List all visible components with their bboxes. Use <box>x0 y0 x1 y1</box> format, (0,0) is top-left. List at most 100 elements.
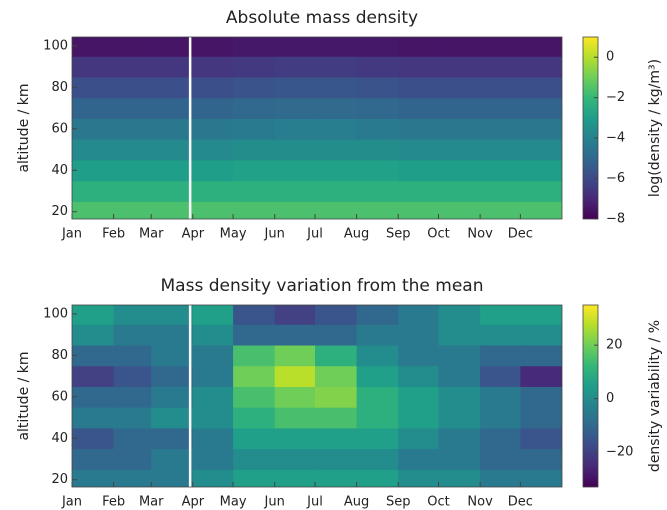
heatmap-cell <box>113 469 152 487</box>
heatmap-cell <box>480 77 521 99</box>
heatmap-cell <box>520 448 562 470</box>
heatmap-cell <box>520 469 562 487</box>
heatmap-cell <box>72 118 115 140</box>
heatmap-cell <box>274 469 316 487</box>
y-tick-label: 60 <box>51 389 68 404</box>
y-axis-label: altitude / km <box>16 351 32 440</box>
heatmap-cell <box>233 448 276 470</box>
heatmap-cell <box>113 386 152 408</box>
heatmap-cell <box>274 407 316 429</box>
heatmap-cell <box>438 469 481 487</box>
heatmap-cell <box>233 365 276 387</box>
heatmap-cell <box>314 469 358 487</box>
y-tick-label: 80 <box>51 80 68 95</box>
heatmap-cell <box>356 37 399 57</box>
heatmap-cell <box>151 386 194 408</box>
y-tick-label: 20 <box>51 204 68 219</box>
x-tick-label: Jul <box>306 227 323 242</box>
heatmap-cell <box>192 345 234 367</box>
heatmap-cell <box>438 407 481 429</box>
heatmap-cell <box>520 365 562 387</box>
colorbar-label: log(density / kg/m³) <box>647 59 663 197</box>
x-tick-label: Dec <box>508 495 533 510</box>
heatmap-cell <box>520 159 562 182</box>
colorbar-tick-label: 20 <box>606 338 623 353</box>
heatmap-cell <box>438 345 481 367</box>
heatmap-cell <box>438 448 481 470</box>
heatmap-cell <box>480 201 521 219</box>
heatmap-cell <box>72 201 115 219</box>
colorbar-tick-label: −6 <box>606 171 625 186</box>
heatmap-cell <box>438 37 481 57</box>
heatmap-cell <box>314 448 358 470</box>
x-tick-label: Jul <box>306 495 323 510</box>
heatmap-cell <box>113 201 152 219</box>
heatmap-cell <box>192 139 234 161</box>
x-tick-label: Jan <box>61 495 82 510</box>
heatmap-cell <box>520 77 562 99</box>
plot-frame <box>71 304 563 488</box>
colorbar-tick-label: 0 <box>606 391 614 406</box>
heatmap-cell <box>438 118 481 140</box>
heatmap-cell <box>274 180 316 202</box>
heatmap-cell <box>233 180 276 202</box>
heatmap-cell <box>520 180 562 202</box>
heatmap-cell <box>113 365 152 387</box>
x-tick-label: Sep <box>386 227 411 242</box>
heatmap-cell <box>480 386 521 408</box>
heatmap-cell <box>72 345 115 367</box>
heatmap-cell <box>192 77 234 99</box>
heatmap <box>72 305 562 487</box>
heatmap-cell <box>233 345 276 367</box>
heatmap-cell <box>192 324 234 346</box>
chart-title: Mass density variation from the mean <box>161 276 484 296</box>
heatmap-cell <box>480 159 521 182</box>
heatmap-cell <box>274 37 316 57</box>
heatmap-cell <box>233 469 276 487</box>
colorbar-tick-label: −4 <box>606 131 625 146</box>
heatmap-cell <box>398 386 439 408</box>
heatmap-cell <box>274 305 316 325</box>
heatmap-cell <box>192 305 234 325</box>
heatmap-cell <box>356 407 399 429</box>
heatmap-cell <box>113 407 152 429</box>
heatmap-cell <box>274 77 316 99</box>
x-tick-label: Aug <box>344 227 369 242</box>
heatmap-cell <box>356 56 399 78</box>
y-tick-label: 40 <box>51 163 68 178</box>
heatmap-cell <box>151 448 194 470</box>
x-tick-label: May <box>220 227 247 242</box>
x-tick-label: Feb <box>102 227 125 242</box>
heatmap-cell <box>233 159 276 182</box>
heatmap-cell <box>438 56 481 78</box>
heatmap-cell <box>274 448 316 470</box>
heatmap-cell <box>398 56 439 78</box>
heatmap-cell <box>314 118 358 140</box>
x-tick-label: Oct <box>427 227 449 242</box>
x-tick-label: Dec <box>508 227 533 242</box>
x-tick-label: Apr <box>182 495 205 510</box>
heatmap-cell <box>520 56 562 78</box>
heatmap-cell <box>356 97 399 119</box>
y-tick-label: 60 <box>51 121 68 136</box>
heatmap-cell <box>192 180 234 202</box>
heatmap-cell <box>274 427 316 450</box>
heatmap-cell <box>151 469 194 487</box>
heatmap-cell <box>72 159 115 182</box>
x-tick-label: Aug <box>344 495 369 510</box>
heatmap-cell <box>480 345 521 367</box>
heatmap-cell <box>398 469 439 487</box>
heatmap-cell <box>314 77 358 99</box>
heatmap-cell <box>274 365 316 387</box>
x-tick-label: Jun <box>264 227 285 242</box>
heatmap-cell <box>233 37 276 57</box>
colorbar-tick-label: −20 <box>606 445 633 460</box>
heatmap-cell <box>274 201 316 219</box>
heatmap-cell <box>398 118 439 140</box>
heatmap-cell <box>438 139 481 161</box>
x-tick-label: Nov <box>467 227 493 242</box>
heatmap-cell <box>398 324 439 346</box>
heatmap-cell <box>520 201 562 219</box>
x-tick-label: Jan <box>61 227 82 242</box>
